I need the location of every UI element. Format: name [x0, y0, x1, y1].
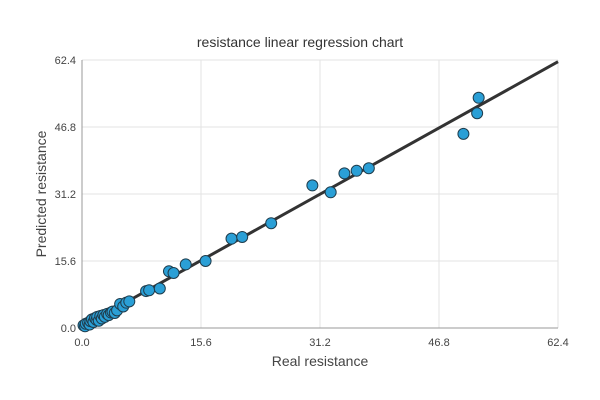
data-point: [350, 164, 363, 177]
x-tick-label: 15.6: [190, 337, 211, 349]
data-point: [179, 258, 192, 271]
y-tick-label: 62.4: [55, 55, 76, 67]
x-tick-label: 46.8: [428, 337, 449, 349]
data-point: [199, 255, 212, 267]
data-point: [225, 232, 238, 245]
x-tick-label: 0.0: [74, 337, 89, 349]
x-tick-label: 31.2: [309, 337, 330, 349]
y-tick-label: 46.8: [55, 122, 76, 134]
data-points: [77, 91, 485, 333]
data-point: [362, 162, 375, 175]
y-tick-label: 31.2: [55, 189, 76, 201]
y-tick-label: 0.0: [61, 323, 76, 335]
data-point: [123, 295, 136, 308]
tick-labels: 0.0 15.6 31.2 46.8 62.4 0.0 15.6 31.2 46.8 62.4: [55, 55, 569, 349]
data-point: [338, 167, 351, 180]
y-axis-title: Predicted resistance: [33, 130, 49, 257]
axes: [81, 60, 558, 329]
y-tick-label: 15.6: [55, 256, 76, 268]
data-point: [324, 186, 337, 199]
data-point: [265, 217, 278, 230]
data-point: [471, 107, 484, 120]
data-point: [167, 267, 180, 280]
regression-line-layer: [81, 60, 559, 329]
chart-title: resistance linear regression chart: [197, 34, 403, 50]
regression-line: [81, 60, 559, 329]
data-point: [306, 179, 319, 192]
x-tick-label: 62.4: [547, 337, 568, 349]
x-axis-title: Real resistance: [272, 353, 369, 369]
data-point: [472, 91, 485, 104]
data-point: [153, 282, 166, 295]
data-point: [143, 284, 156, 297]
data-point: [236, 230, 249, 243]
data-point: [457, 127, 470, 140]
